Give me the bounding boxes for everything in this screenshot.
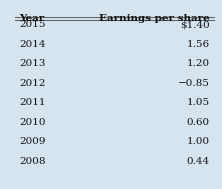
Text: 1.05: 1.05 [186,98,210,107]
Text: 2010: 2010 [19,118,46,127]
Text: 1.56: 1.56 [186,40,210,49]
Text: 1.20: 1.20 [186,59,210,68]
Text: Earnings per share: Earnings per share [99,14,210,23]
Text: 2015: 2015 [19,20,46,29]
Text: 2009: 2009 [19,137,46,146]
Text: 2014: 2014 [19,40,46,49]
Text: $1.40: $1.40 [180,20,210,29]
Text: 1.00: 1.00 [186,137,210,146]
Text: 0.44: 0.44 [186,157,210,166]
Text: 2013: 2013 [19,59,46,68]
Text: 2011: 2011 [19,98,46,107]
Text: −0.85: −0.85 [178,79,210,88]
Text: Year: Year [19,14,44,23]
Text: 2012: 2012 [19,79,46,88]
Text: 0.60: 0.60 [186,118,210,127]
Text: 2008: 2008 [19,157,46,166]
